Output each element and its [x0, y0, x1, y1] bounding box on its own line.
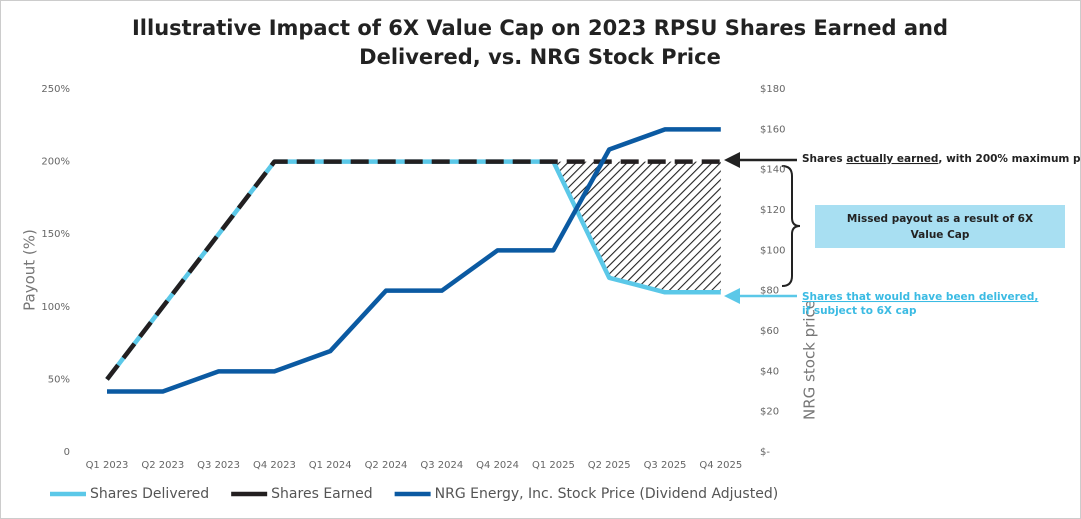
x-tick-label: Q4 2025 — [699, 460, 742, 471]
y2-tick-label: $80 — [760, 286, 779, 297]
x-tick-label: Q2 2023 — [141, 460, 184, 471]
y-tick-label: 200% — [41, 157, 70, 168]
y2-axis-title: NRG stock price — [801, 300, 819, 420]
missed-box — [815, 205, 1065, 248]
x-tick-label: Q3 2023 — [197, 460, 240, 471]
y2-tick-label: $40 — [760, 366, 779, 377]
missed-annotation: Missed payout as a result of 6X — [847, 213, 1033, 225]
y2-tick-label: $120 — [760, 205, 785, 216]
legend-label: NRG Energy, Inc. Stock Price (Dividend A… — [435, 486, 779, 502]
x-tick-label: Q3 2024 — [420, 460, 463, 471]
delivered-annotation: Shares that would have been delivered, — [802, 291, 1038, 303]
arrowhead — [724, 288, 740, 304]
earned-annotation: Shares actually earned, with 200% maximu… — [802, 153, 1081, 165]
series-line — [105, 159, 721, 381]
y-tick-label: 0 — [64, 447, 70, 458]
y-tick-label: 150% — [41, 229, 70, 240]
y2-tick-label: $- — [760, 447, 770, 458]
y2-tick-label: $180 — [760, 84, 785, 95]
y-tick-label: 100% — [41, 302, 70, 313]
chart-title: Illustrative Impact of 6X Value Cap on 2… — [132, 16, 948, 40]
missed-payout-area — [553, 161, 721, 293]
y-axis-title: Payout (%) — [21, 229, 39, 311]
y2-tick-label: $100 — [760, 245, 785, 256]
annotation-text: , with 200% maximum payout — [938, 153, 1081, 165]
arrowhead — [724, 152, 740, 168]
x-tick-label: Q2 2024 — [365, 460, 408, 471]
x-tick-label: Q4 2024 — [476, 460, 519, 471]
legend-label: Shares Earned — [271, 486, 372, 502]
x-tick-label: Q1 2023 — [86, 460, 129, 471]
y2-tick-label: $140 — [760, 165, 785, 176]
y-tick-label: 50% — [48, 374, 70, 385]
legend-label: Shares Delivered — [90, 486, 209, 502]
y-tick-label: 250% — [41, 84, 70, 95]
delivered-annotation: if subject to 6X cap — [802, 305, 917, 317]
x-tick-label: Q3 2025 — [644, 460, 687, 471]
y2-tick-label: $160 — [760, 124, 785, 135]
annotation-text: Shares — [802, 153, 846, 165]
x-tick-label: Q1 2024 — [309, 460, 352, 471]
x-tick-label: Q2 2025 — [588, 460, 631, 471]
annotation-text: actually earned — [846, 153, 938, 165]
x-tick-label: Q1 2025 — [532, 460, 575, 471]
y2-tick-label: $60 — [760, 326, 779, 337]
x-tick-label: Q4 2023 — [253, 460, 296, 471]
series-line — [107, 127, 721, 394]
chart-title: Delivered, vs. NRG Stock Price — [359, 45, 721, 69]
brace — [781, 165, 801, 287]
missed-annotation: Value Cap — [911, 229, 970, 241]
y2-tick-label: $20 — [760, 407, 779, 418]
